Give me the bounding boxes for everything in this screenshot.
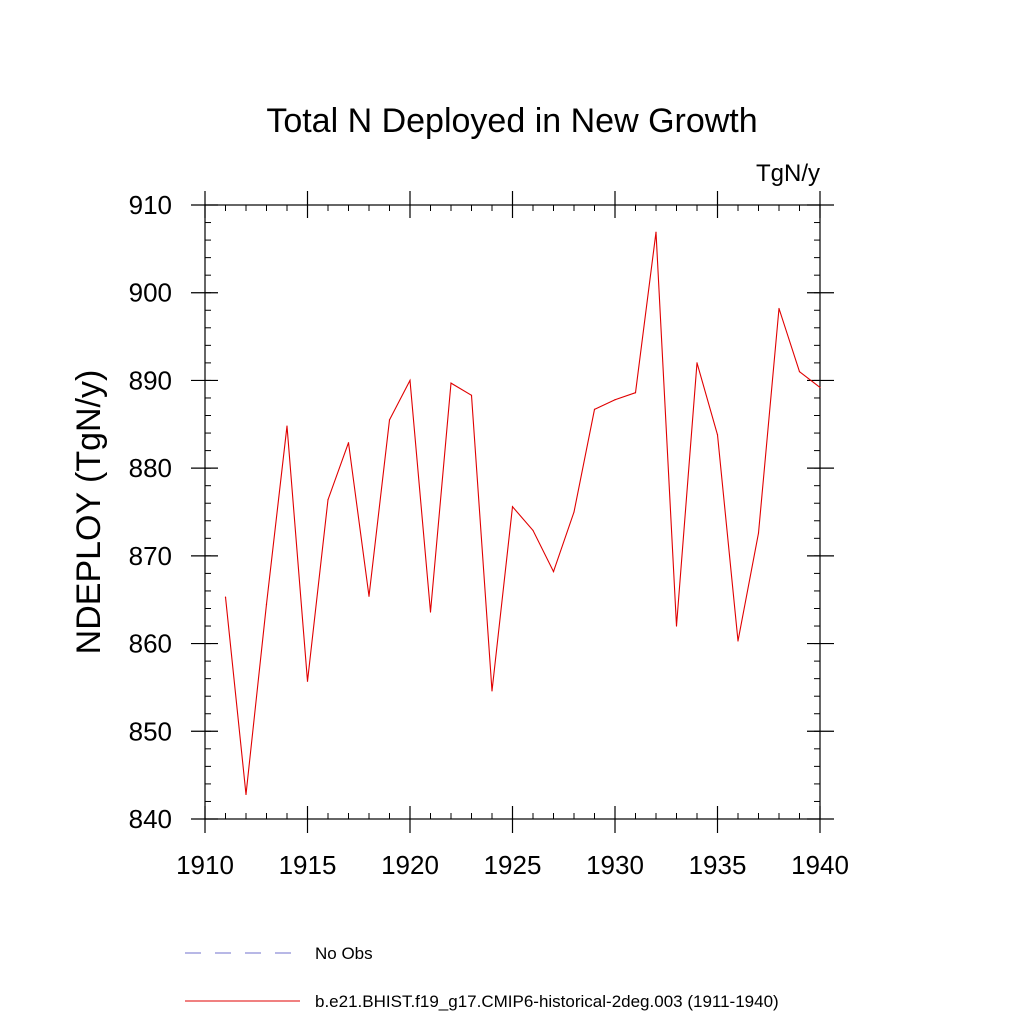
data-point (245, 793, 247, 796)
data-point (409, 379, 411, 382)
data-point (696, 362, 698, 364)
x-tick-label: 1915 (279, 850, 337, 880)
y-tick-label: 840 (129, 804, 172, 834)
data-point (224, 596, 227, 598)
y-tick-label: 910 (129, 190, 172, 220)
legend-label: b.e21.BHIST.f19_g17.CMIP6-historical-2de… (315, 992, 779, 1011)
x-tick-label: 1940 (791, 850, 849, 880)
plot-frame (204, 204, 821, 820)
legend-item: b.e21.BHIST.f19_g17.CMIP6-historical-2de… (185, 992, 779, 1011)
x-tick-label: 1925 (484, 850, 542, 880)
data-point (388, 419, 391, 421)
data-point (798, 371, 801, 373)
data-point (778, 307, 780, 310)
units-label: TgN/y (756, 160, 820, 187)
data-point (634, 392, 637, 394)
chart-title: Total N Deployed in New Growth (266, 102, 757, 140)
data-point (573, 511, 575, 513)
data-point (614, 399, 616, 401)
data-point (265, 603, 268, 605)
data-point (327, 499, 329, 501)
data-point (716, 434, 719, 436)
data-point (450, 382, 452, 384)
x-tick-label: 1920 (381, 850, 439, 880)
x-tick-label: 1910 (176, 850, 234, 880)
data-point (757, 532, 760, 534)
y-tick-label: 890 (129, 365, 172, 395)
series-line-0 (224, 232, 821, 795)
data-point (306, 680, 309, 682)
legend-item: No Obs (185, 944, 373, 963)
y-tick-label: 900 (129, 278, 172, 308)
y-tick-label: 850 (129, 716, 172, 746)
data-point (737, 640, 739, 642)
x-tick-label: 1930 (586, 850, 644, 880)
y-tick-label: 880 (129, 453, 172, 483)
data-point (552, 571, 555, 573)
y-tick-label: 870 (129, 541, 172, 571)
data-point (532, 529, 534, 532)
data-point (347, 442, 350, 444)
y-tick-label: 860 (129, 629, 172, 659)
data-point (511, 506, 514, 508)
data-point (491, 690, 493, 692)
data-point (470, 394, 473, 396)
data-point (286, 425, 288, 427)
x-tick-label: 1935 (689, 850, 747, 880)
data-point (655, 231, 657, 233)
legend-label: No Obs (315, 944, 373, 963)
data-point (429, 611, 432, 613)
data-point (675, 625, 678, 627)
data-point (819, 386, 821, 389)
data-point (593, 408, 596, 410)
y-axis-label: NDEPLOY (TgN/y) (70, 370, 108, 655)
data-point (368, 595, 370, 597)
